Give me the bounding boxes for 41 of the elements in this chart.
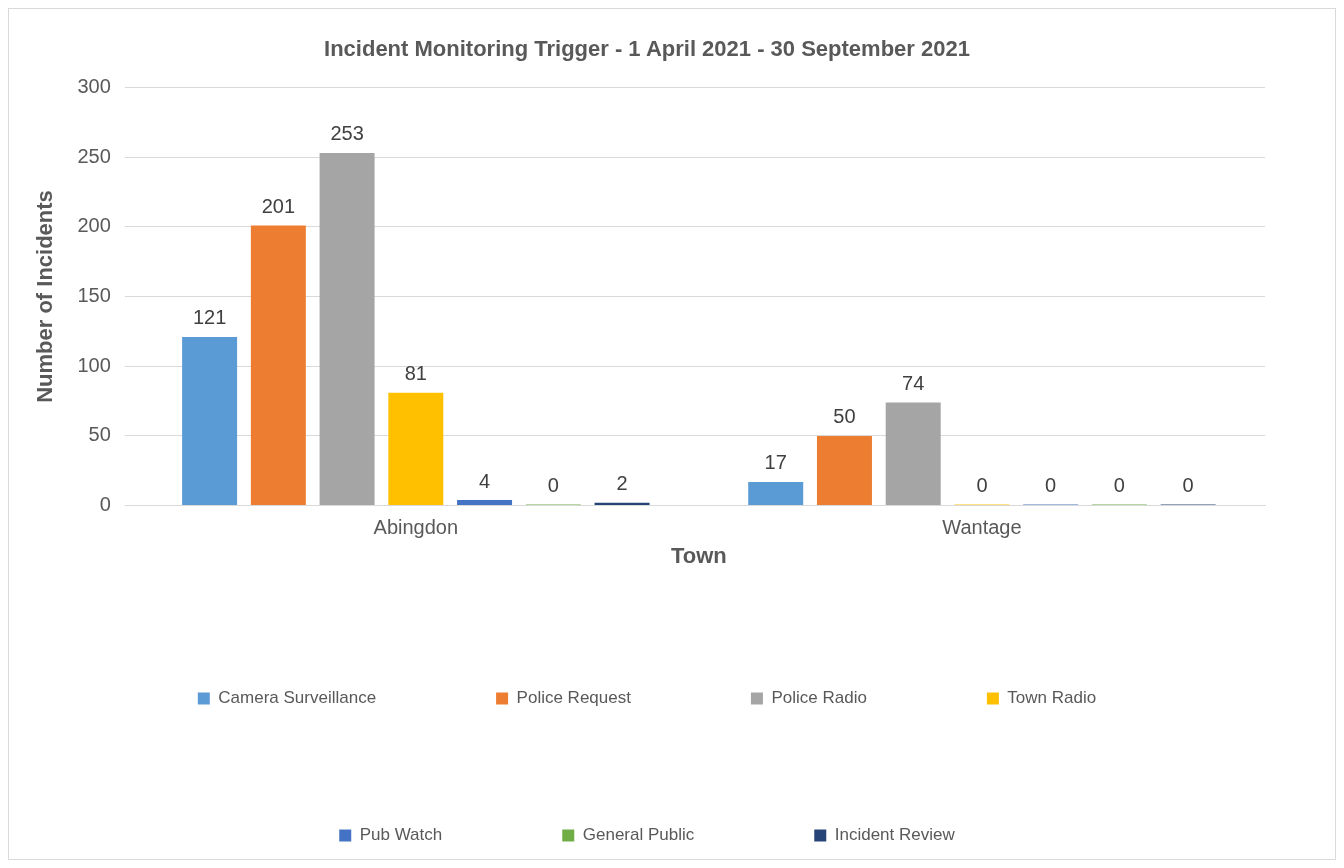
- data-label: 74: [902, 371, 925, 394]
- legend-label: Incident Review: [834, 825, 956, 845]
- bar: [319, 152, 375, 506]
- data-label: 0: [547, 474, 559, 497]
- bar: [250, 225, 306, 506]
- y-axis-title: Number of Incidents: [32, 190, 58, 403]
- y-tick-label: 100: [77, 353, 111, 376]
- legend-label: Police Radio: [771, 688, 867, 708]
- bar: [182, 336, 238, 506]
- y-tick-label: 250: [77, 144, 111, 167]
- data-label: 0: [1113, 474, 1125, 497]
- data-label: 201: [261, 194, 296, 217]
- data-label: 121: [192, 306, 227, 329]
- legend-label: Pub Watch: [359, 825, 443, 845]
- legend-label: Police Request: [516, 688, 632, 708]
- y-tick-label: 50: [88, 423, 111, 446]
- data-label: 81: [404, 362, 427, 385]
- y-tick-label: 200: [77, 214, 111, 237]
- data-label: 17: [764, 451, 787, 474]
- data-label: 0: [1045, 474, 1057, 497]
- legend-label: General Public: [582, 825, 695, 845]
- data-label: 50: [833, 405, 856, 428]
- data-label: 0: [1182, 474, 1194, 497]
- bar: [457, 500, 513, 506]
- bar: [885, 402, 941, 506]
- legend-label: Town Radio: [1007, 688, 1097, 708]
- bar: [388, 392, 444, 506]
- y-tick-label: 150: [77, 284, 111, 307]
- y-tick-label: 0: [99, 493, 111, 516]
- x-tick-label: Abingdon: [373, 516, 459, 539]
- chart-title: Incident Monitoring Trigger - 1 April 2021 - 30 September 2021: [324, 36, 970, 62]
- data-label: 0: [976, 474, 988, 497]
- data-label: 2: [616, 472, 628, 495]
- y-tick-label: 300: [77, 74, 111, 97]
- x-tick-label: Wantage: [942, 516, 1022, 539]
- data-label: 253: [330, 122, 364, 145]
- bar: [748, 481, 804, 506]
- legend-label: Camera Surveillance: [218, 688, 377, 708]
- x-axis-title: Town: [670, 542, 727, 568]
- data-label: 4: [479, 469, 491, 492]
- bar: [816, 435, 872, 506]
